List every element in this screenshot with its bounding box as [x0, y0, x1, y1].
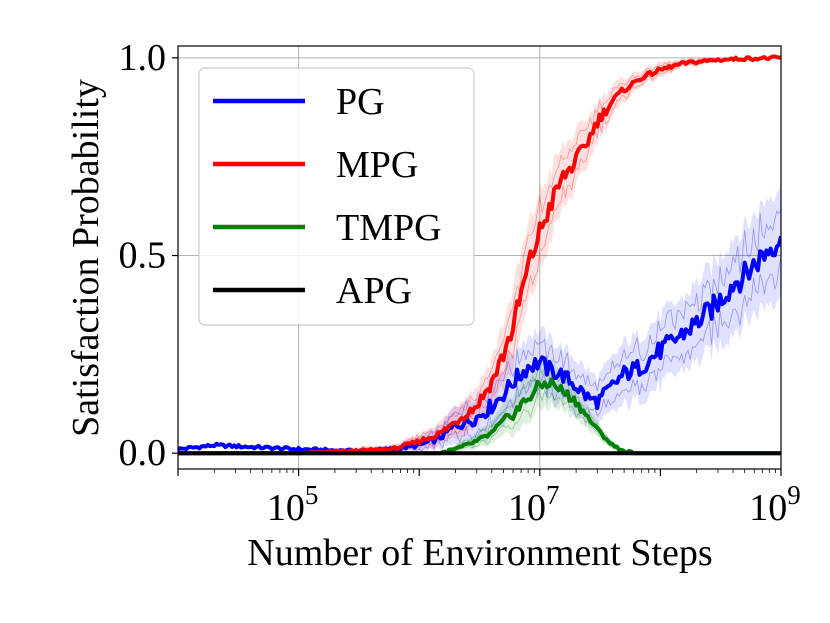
legend-box	[198, 67, 475, 326]
line-pg	[178, 235, 781, 455]
x-tick-label: 105	[267, 480, 319, 529]
y-tick-label: 0.5	[119, 235, 167, 277]
legend-label-pg: PG	[336, 81, 385, 123]
x-tick-label: 107	[508, 480, 560, 529]
x-axis-label: Number of Environment Steps	[247, 532, 712, 574]
series-lines	[178, 54, 781, 456]
band-pg	[178, 180, 781, 454]
legend: PG MPG TMPG APG	[198, 67, 475, 326]
legend-label-apg: APG	[336, 270, 412, 312]
legend-label-tmpg: TMPG	[336, 207, 442, 249]
y-axis-label: Satisfaction Probability	[65, 79, 107, 437]
x-tick-label: 109	[749, 480, 801, 529]
band-tmpg	[178, 356, 781, 454]
axis-ticks: 0.0 0.5 1.0 105 107 109	[119, 37, 801, 529]
y-tick-label: 0.0	[119, 432, 167, 474]
plot-frame	[177, 45, 782, 470]
y-tick-label: 1.0	[119, 37, 167, 79]
legend-label-mpg: MPG	[336, 144, 418, 186]
